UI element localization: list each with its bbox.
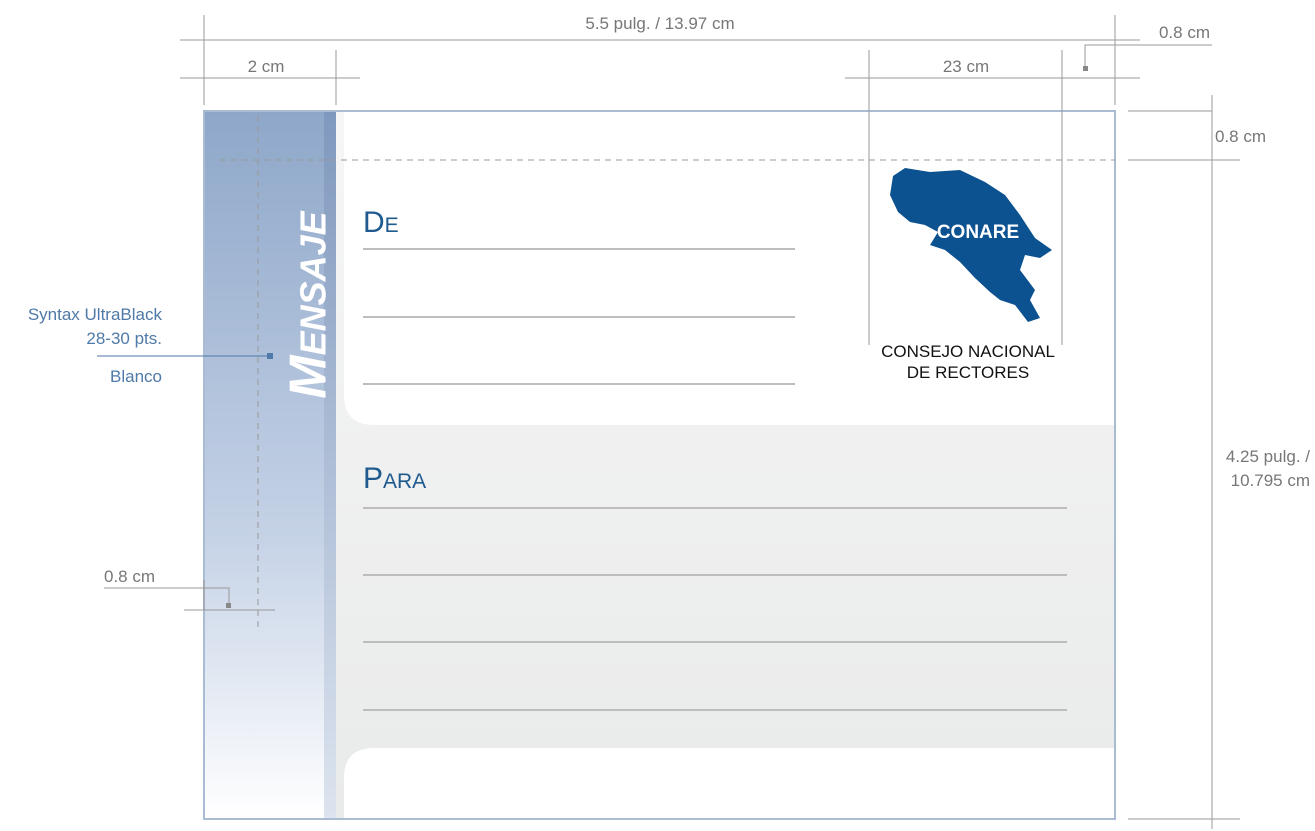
- from-label: De: [363, 206, 399, 239]
- map: [890, 168, 1052, 322]
- to-label: Para: [363, 462, 426, 495]
- marker: [267, 353, 273, 359]
- marker: [226, 603, 231, 608]
- dim-label: 2 cm: [248, 57, 285, 76]
- leader: [104, 587, 230, 606]
- sidebar-title: Mensaje: [280, 210, 338, 398]
- sidebar: [204, 111, 324, 819]
- dim-label: 4.25 pulg. /: [1226, 447, 1310, 466]
- dim-label: 23 cm: [943, 57, 989, 76]
- leader: [1084, 44, 1212, 68]
- dim-label: 0.8 cm: [1159, 23, 1210, 42]
- marker: [1083, 66, 1088, 71]
- guides: [97, 15, 1240, 829]
- logo: CONARE CONSEJO NACIONAL DE RECTORES: [881, 168, 1055, 382]
- badge: CONARE: [937, 222, 1019, 243]
- logo-name: DE RECTORES: [907, 363, 1030, 382]
- dim-label: 0.8 cm: [1215, 127, 1266, 146]
- dim-label: 10.795 cm: [1231, 471, 1310, 490]
- sidebar-strip: [324, 111, 336, 819]
- labels: 5.5 pulg. / 13.97 cm 0.8 cm 2 cm 23 cm 0…: [28, 14, 1310, 586]
- card-border: [203, 110, 1116, 820]
- dim-label: 0.8 cm: [104, 567, 155, 586]
- bottom-panel: [344, 748, 1115, 819]
- font-note: 28-30 pts.: [86, 329, 162, 348]
- logo-name: CONSEJO NACIONAL: [881, 342, 1055, 361]
- font-note: Blanco: [110, 367, 162, 386]
- dim-label: 5.5 pulg. / 13.97 cm: [585, 14, 734, 33]
- font-note: Syntax UltraBlack: [28, 305, 163, 324]
